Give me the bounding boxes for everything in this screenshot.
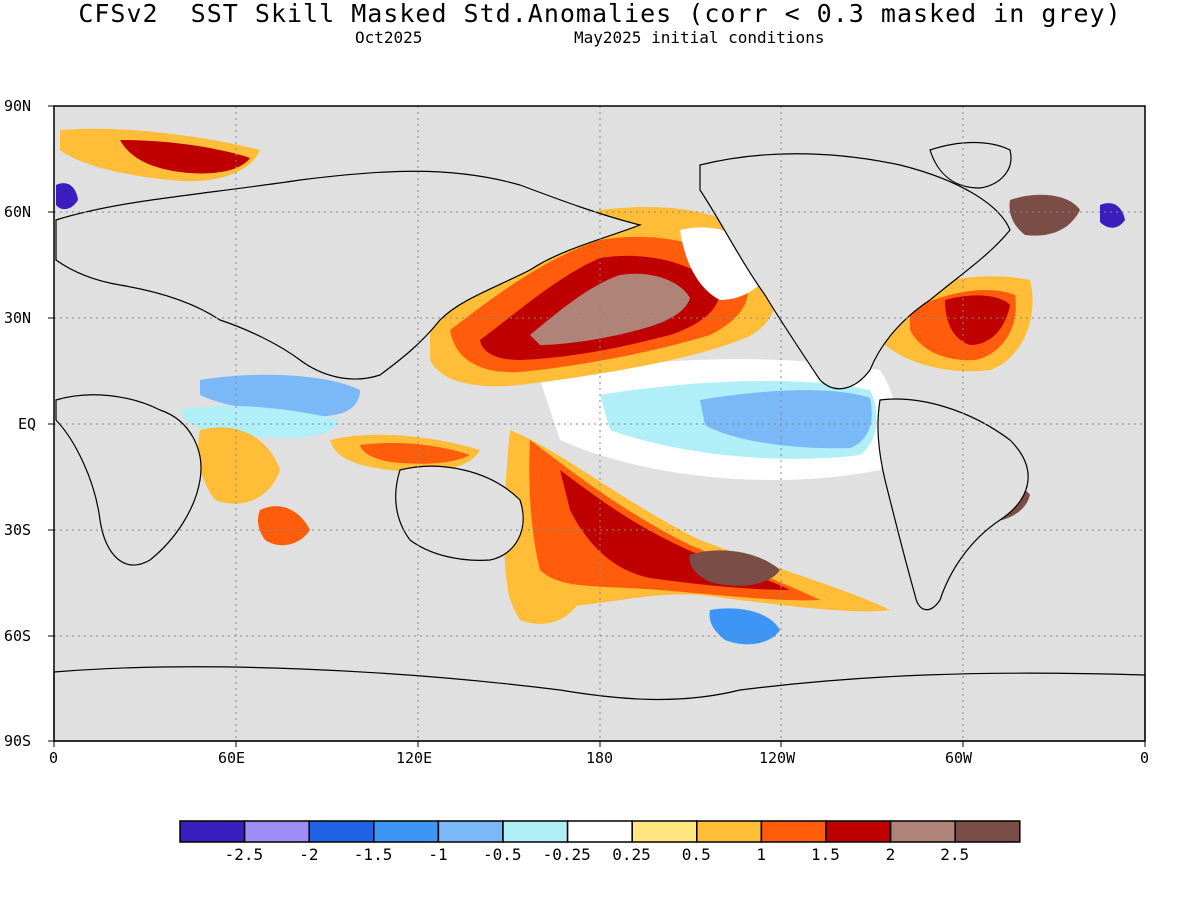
colorbar-swatch <box>437 820 504 843</box>
colorbar-label: 1.5 <box>811 845 840 864</box>
colorbar-label: -1 <box>428 845 448 864</box>
chart-title: CFSv2 SST Skill Masked Std.Anomalies (co… <box>78 0 1122 28</box>
barents-warm-core <box>120 140 250 174</box>
colorbar-label: 0.5 <box>681 845 711 864</box>
colorbar-swatch <box>696 820 763 843</box>
lon-label-60e: 60E <box>218 749 246 767</box>
colorbar-swatch <box>179 820 246 843</box>
initial-conditions: May2025 initial conditions <box>574 28 825 47</box>
colorbar-swatch <box>825 820 892 843</box>
north-atlantic-core <box>1009 194 1080 236</box>
east-pacific-cool <box>700 390 872 449</box>
south-america-coast <box>877 398 1029 611</box>
colorbar-swatch <box>243 820 310 843</box>
colorbar-label: 2.5 <box>940 845 970 864</box>
africa-coast <box>55 394 202 566</box>
eurasia-coast <box>55 170 643 380</box>
colorbar-label: 1 <box>756 845 767 864</box>
colorbar-swatch <box>954 820 1021 843</box>
lat-label-eq: EQ <box>18 415 37 433</box>
forecast-month: Oct2025 <box>355 28 423 47</box>
colorbar-label: -2 <box>299 845 319 864</box>
north-pacific-warm-core <box>530 273 690 345</box>
colorbar-swatch <box>566 820 633 843</box>
north-atlantic-warm-inner <box>945 295 1010 345</box>
lat-label-60n: 60N <box>4 203 32 221</box>
lon-label-0-east: 0 <box>1140 749 1150 767</box>
colorbar-swatch <box>631 820 698 843</box>
colorbar-swatch <box>760 820 827 843</box>
lon-label-180: 180 <box>586 749 614 767</box>
south-pacific-warm-inner <box>560 470 790 590</box>
colorbar-label: -0.5 <box>483 845 522 864</box>
lat-label-30n: 30N <box>4 309 32 327</box>
south-indian-warm <box>198 427 280 504</box>
tick-marks <box>48 105 1146 747</box>
tasman-warm <box>509 576 580 624</box>
labrador-cool <box>1100 203 1125 228</box>
lat-label-30s: 30S <box>4 521 32 539</box>
coastlines <box>53 141 1146 742</box>
south-pacific-core <box>689 550 780 586</box>
greenland-coast <box>929 141 1012 189</box>
colorbar-label: 2 <box>885 845 896 864</box>
lon-label-0: 0 <box>49 749 59 767</box>
lon-label-120e: 120E <box>396 749 433 767</box>
australia-coast <box>395 465 524 561</box>
colorbar-swatch <box>889 820 956 843</box>
lon-label-60w: 60W <box>945 749 973 767</box>
colorbar-label: -0.25 <box>542 845 591 864</box>
south-pacific-warm-mid <box>529 440 820 601</box>
colorbar-swatch <box>308 820 375 843</box>
colorbar-label: -1.5 <box>353 845 393 864</box>
lat-label-60s: 60S <box>4 627 32 645</box>
southern-ocean-cool <box>709 608 780 645</box>
colorbar-swatch <box>373 820 440 843</box>
colorbar-label: 0.25 <box>612 845 651 864</box>
colorbar <box>179 820 1021 843</box>
lat-label-90n: 90N <box>4 97 32 115</box>
norwegian-cool <box>56 183 78 210</box>
colorbar-swatch <box>502 820 569 843</box>
lat-label-90s: 90S <box>4 732 32 750</box>
north-america-coast <box>699 153 1011 390</box>
colorbar-label: -2.5 <box>224 845 264 864</box>
maritime-warm-inner <box>360 443 470 464</box>
lon-label-120w: 120W <box>759 749 796 767</box>
indian-ocean-cool <box>200 374 360 417</box>
antarctica-coast <box>53 666 1146 742</box>
south-indian-warm-2 <box>257 506 310 546</box>
gridlines <box>54 106 1145 741</box>
